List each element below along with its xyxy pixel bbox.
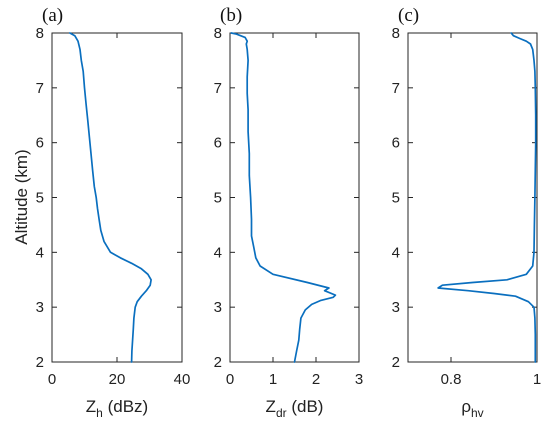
plot-frame xyxy=(51,32,183,363)
x-tick-label: 0 xyxy=(48,371,56,388)
y-tick-label: 7 xyxy=(214,80,222,97)
panel-label: (c) xyxy=(398,5,419,26)
y-tick-label: 4 xyxy=(214,244,222,261)
x-axis-label: ρhv xyxy=(461,397,483,420)
x-tick-label: 1 xyxy=(269,371,277,388)
y-tick-label: 8 xyxy=(392,25,400,42)
y-tick-label: 8 xyxy=(214,25,222,42)
y-tick-label: 6 xyxy=(392,135,400,152)
y-tick-label: 6 xyxy=(214,135,222,152)
x-tick-label: 0.8 xyxy=(441,371,462,388)
y-tick-label: 4 xyxy=(36,244,44,261)
x-axis-label: Zh (dBz) xyxy=(86,397,148,420)
x-tick-label: 40 xyxy=(174,371,191,388)
x-tick-label: 2 xyxy=(312,371,320,388)
panel-label: (b) xyxy=(220,5,242,26)
y-tick-label: 5 xyxy=(392,190,400,207)
x-tick-label: 3 xyxy=(355,371,363,388)
y-tick-label: 5 xyxy=(36,190,44,207)
plot-frame xyxy=(407,32,538,363)
x-tick-label: 0 xyxy=(226,371,234,388)
y-axis-label: Altitude (km) xyxy=(12,149,31,244)
y-tick-label: 2 xyxy=(36,354,44,371)
x-axis-label: Zdr (dB) xyxy=(266,397,324,420)
y-tick-label: 3 xyxy=(36,299,44,316)
y-tick-label: 4 xyxy=(392,244,400,261)
y-tick-label: 6 xyxy=(36,135,44,152)
x-tick-label: 1 xyxy=(533,371,541,388)
y-tick-label: 7 xyxy=(36,80,44,97)
y-tick-label: 2 xyxy=(214,354,222,371)
y-tick-label: 8 xyxy=(36,25,44,42)
y-tick-label: 3 xyxy=(392,299,400,316)
panels: (a) 0 20 40 2 3 4 5 6 7 8 Zh (dBz) (b) 0 1 2 3 2 3 4 5 6 7 8 Zdr… xyxy=(36,5,542,420)
series-line xyxy=(437,32,537,363)
panel-c: (c) 0.8 1 2 3 4 5 6 7 8 ρhv xyxy=(392,5,542,420)
panel-a: (a) 0 20 40 2 3 4 5 6 7 8 Zh (dBz) xyxy=(36,5,191,420)
series-line xyxy=(230,32,337,363)
x-tick-label: 20 xyxy=(109,371,126,388)
y-tick-label: 5 xyxy=(214,190,222,207)
y-tick-label: 3 xyxy=(214,299,222,316)
panel-label: (a) xyxy=(42,5,63,26)
y-tick-label: 2 xyxy=(392,354,400,371)
plot-frame xyxy=(229,32,360,363)
panel-b: (b) 0 1 2 3 2 3 4 5 6 7 8 Zdr (dB) xyxy=(214,5,364,420)
y-tick-label: 7 xyxy=(392,80,400,97)
series-line xyxy=(69,32,152,363)
